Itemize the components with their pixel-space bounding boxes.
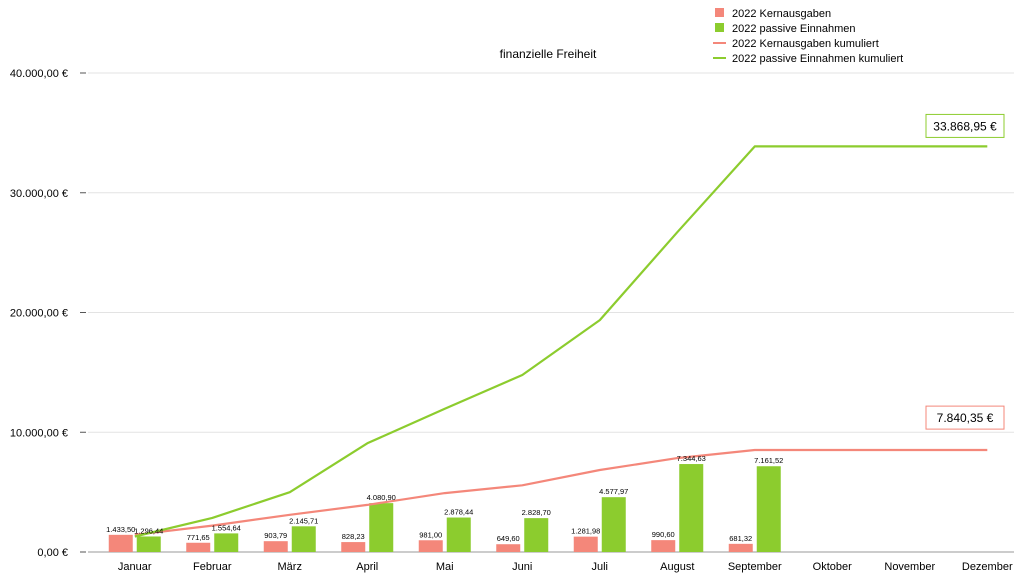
bar xyxy=(263,541,288,552)
annotation-label: 7.840,35 € xyxy=(937,411,994,425)
bar-data-label: 1.433,50 xyxy=(106,525,135,534)
bar-data-label: 7.161,52 xyxy=(754,456,783,465)
bar xyxy=(214,533,239,552)
bar xyxy=(341,542,366,552)
bar xyxy=(418,540,443,552)
legend-swatch xyxy=(715,23,724,32)
annotation-box xyxy=(925,405,1005,430)
x-tick-label: Dezember xyxy=(962,561,1013,573)
bar xyxy=(524,518,549,552)
x-tick-label: Februar xyxy=(193,561,232,573)
bar-data-label: 681,32 xyxy=(729,534,752,543)
x-tick-label: Juli xyxy=(591,561,608,573)
bar xyxy=(291,526,316,552)
x-tick-label: März xyxy=(278,561,302,573)
axis-layer: 0,00 € 10.000,00 € 20.000,00 € 30.000,00 € 4… xyxy=(10,68,1013,573)
x-tick-label: Juni xyxy=(512,561,532,573)
annotation-label: 33.868,95 € xyxy=(933,119,997,133)
bar xyxy=(679,464,704,552)
bar-data-label: 828,23 xyxy=(342,532,365,541)
bar xyxy=(728,543,753,552)
bar-data-label: 1.554,64 xyxy=(212,523,241,532)
bar xyxy=(601,497,626,552)
x-tick-label: November xyxy=(884,561,935,573)
legend: 2022 Kernausgaben 2022 passive Einnahmen 2… xyxy=(713,8,903,65)
bar-data-label: 2.878,44 xyxy=(444,508,473,517)
bar xyxy=(136,536,161,552)
bar xyxy=(756,466,781,552)
bar-data-label: 990,60 xyxy=(652,530,675,539)
x-tick-label: Mai xyxy=(436,561,454,573)
legend-swatch xyxy=(715,8,724,17)
bar-data-label: 649,60 xyxy=(497,534,520,543)
x-tick-label: September xyxy=(728,561,782,573)
bar-data-label: 4.080,90 xyxy=(367,493,396,502)
series-line xyxy=(134,145,988,538)
legend-label: 2022 passive Einnahmen xyxy=(732,23,856,35)
bar-data-label: 771,65 xyxy=(187,533,210,542)
bar-data-label: 903,79 xyxy=(264,531,287,540)
bar-data-label: 2.828,70 xyxy=(522,508,551,517)
chart-title: finanzielle Freiheit xyxy=(500,47,597,61)
x-tick-label: August xyxy=(660,561,694,573)
y-tick-label: 10.000,00 € xyxy=(10,427,68,439)
legend-label: 2022 Kernausgaben kumuliert xyxy=(732,38,879,50)
grid-layer xyxy=(88,72,1014,553)
bar xyxy=(573,536,598,552)
bars-layer xyxy=(108,464,781,552)
bar xyxy=(446,517,471,552)
annotations: 33.868,95 € 7.840,35 € xyxy=(925,113,1005,430)
bar xyxy=(108,534,133,552)
annotation-box xyxy=(925,113,1005,138)
labels-layer: 1.433,50 771,65 903,79 828,23 981,00 649,60 1.… xyxy=(106,454,783,543)
lines-layer xyxy=(134,145,988,538)
bar xyxy=(496,544,521,552)
y-tick-label: 30.000,00 € xyxy=(10,188,68,200)
y-tick-label: 40.000,00 € xyxy=(10,68,68,80)
legend-label: 2022 passive Einnahmen kumuliert xyxy=(732,53,903,65)
bar-data-label: 2.145,71 xyxy=(289,516,318,525)
bar-data-label: 4.577,97 xyxy=(599,487,628,496)
y-tick-label: 20.000,00 € xyxy=(10,308,68,320)
x-tick-label: April xyxy=(356,561,378,573)
y-tick-label: 0,00 € xyxy=(37,547,68,559)
bar-data-label: 1.281,98 xyxy=(571,527,600,536)
bar-data-label: 981,00 xyxy=(419,530,442,539)
series-line xyxy=(134,448,988,536)
bar-data-label: 1.296,44 xyxy=(134,526,163,535)
x-tick-label: Oktober xyxy=(813,561,852,573)
legend-label: 2022 Kernausgaben xyxy=(732,8,831,20)
bar xyxy=(651,540,676,552)
bar xyxy=(186,542,211,552)
x-tick-label: Januar xyxy=(118,561,152,573)
bar-data-label: 7.344,63 xyxy=(677,454,706,463)
bar xyxy=(369,503,394,552)
